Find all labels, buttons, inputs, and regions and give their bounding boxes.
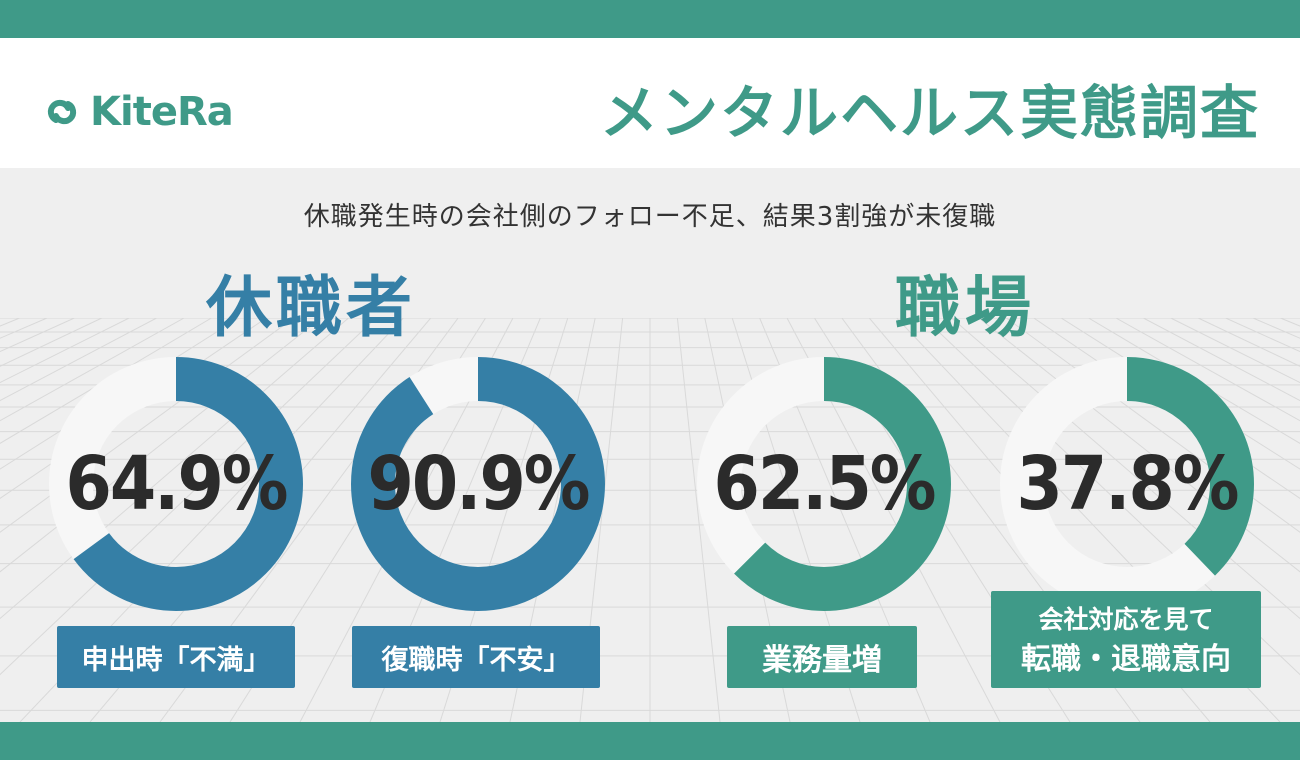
header: KiteRa メンタルヘルス実態調査 bbox=[0, 38, 1300, 168]
page-title: メンタルヘルス実態調査 bbox=[599, 79, 1260, 147]
donut-arc-2 bbox=[351, 357, 605, 611]
category-label-2: 復職時「不安」 bbox=[352, 626, 600, 688]
donut-svg-2 bbox=[351, 357, 605, 611]
category-label-1-text: 申出時「不満」 bbox=[81, 644, 271, 676]
donut-value-2: 90.9% bbox=[367, 441, 591, 527]
brand-logo: KiteRa bbox=[40, 84, 234, 140]
donut-arc-4 bbox=[1000, 357, 1254, 611]
subtitle: 休職発生時の会社側のフォロー不足、結果3割強が未復職 bbox=[303, 202, 997, 232]
bottom-accent-bar bbox=[0, 722, 1300, 760]
donut-arc-1 bbox=[49, 357, 303, 611]
donut-chart-1: 64.9% bbox=[44, 352, 308, 616]
brand-name: KiteRa bbox=[90, 89, 234, 135]
donut-svg-1 bbox=[49, 357, 303, 611]
category-label-2-text: 復職時「不安」 bbox=[381, 644, 571, 676]
donut-svg-4 bbox=[1000, 357, 1254, 611]
donut-value-1: 64.9% bbox=[65, 441, 289, 527]
category-label-4: 会社対応を見て 転職・退職意向 bbox=[991, 591, 1261, 688]
donut-svg-3 bbox=[697, 357, 951, 611]
top-accent-bar bbox=[0, 0, 1300, 38]
donut-chart-3: 62.5% bbox=[692, 352, 956, 616]
donut-value-4: 37.8% bbox=[1016, 441, 1240, 527]
category-label-4-line-2: 転職・退職意向 bbox=[1021, 641, 1231, 677]
donut-arc-3 bbox=[697, 357, 951, 611]
donut-value-3: 62.5% bbox=[713, 441, 937, 527]
category-label-1: 申出時「不満」 bbox=[57, 626, 295, 688]
category-label-4-line-1: 会社対応を見て bbox=[1038, 604, 1214, 634]
donut-chart-4: 37.8% bbox=[995, 352, 1259, 616]
donut-chart-2: 90.9% bbox=[346, 352, 610, 616]
content-panel: 休職発生時の会社側のフォロー不足、結果3割強が未復職 休職者 職場 64.9% … bbox=[0, 168, 1300, 722]
category-label-3: 業務量増 bbox=[727, 626, 917, 688]
kitera-logo-icon bbox=[47, 99, 77, 125]
group-title-left: 休職者 bbox=[206, 269, 416, 346]
group-title-right: 職場 bbox=[895, 269, 1035, 346]
category-label-3-text: 業務量増 bbox=[762, 643, 882, 678]
